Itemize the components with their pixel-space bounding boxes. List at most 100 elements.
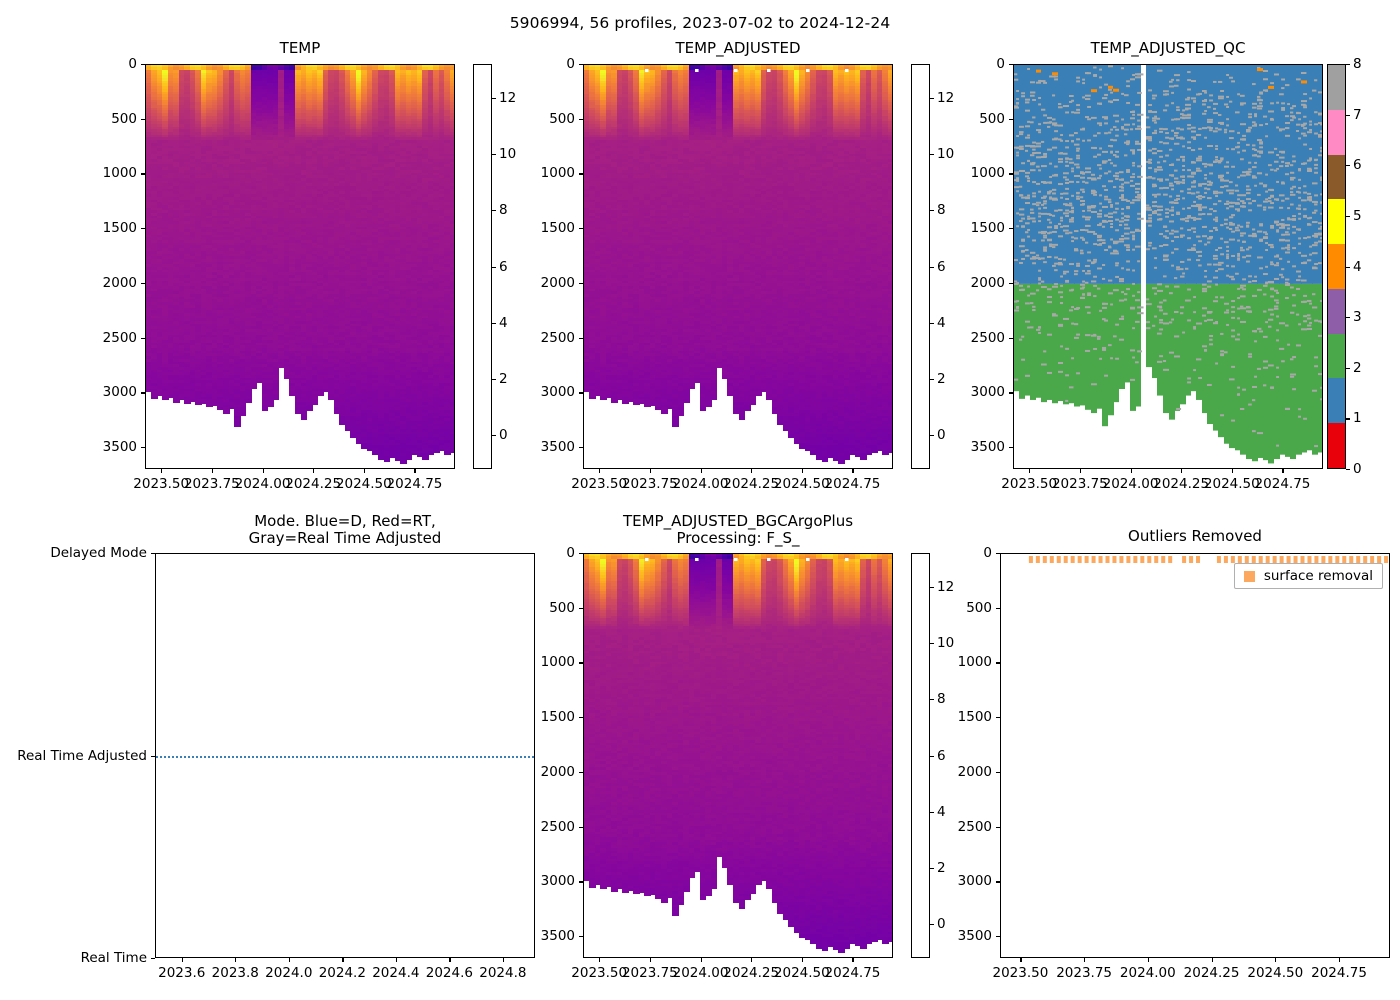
y-tick	[1009, 64, 1013, 66]
y-tick-label: 3500	[540, 928, 575, 945]
x-tick-label: 2024.00	[672, 965, 729, 981]
colorbar-tick	[930, 643, 934, 645]
colorbar-tick-label: 3	[1353, 309, 1362, 326]
x-tick-label: 2024.2	[318, 965, 366, 981]
x-tick-label: 2023.8	[211, 965, 259, 981]
x-tick-label: 2024.50	[335, 476, 392, 492]
y-tick-label: 2000	[957, 763, 992, 780]
x-tick	[262, 469, 264, 473]
x-tick	[599, 469, 601, 473]
y-tick-label: 0	[566, 545, 575, 561]
y-tick-label: 2500	[957, 818, 992, 835]
x-tick	[1029, 469, 1031, 473]
panel-temp-adjusted-qc-title: TEMP_ADJUSTED_QC	[1090, 39, 1246, 57]
colorbar-tick-label: 12	[937, 89, 955, 106]
x-tick-label: 2024.50	[1203, 476, 1260, 492]
colorbar-tick-label: 0	[499, 427, 508, 444]
panel-bgcargoplus-colorbar	[911, 553, 930, 958]
x-tick	[1079, 469, 1082, 473]
x-tick	[161, 469, 163, 473]
y-tick	[579, 936, 583, 938]
panel-bgcargoplus-title: TEMP_ADJUSTED_BGCArgoPlus Processing: F_…	[622, 512, 854, 547]
colorbar-tick	[930, 97, 934, 99]
y-tick	[579, 337, 583, 339]
x-tick-label: 2024.00	[1102, 476, 1159, 492]
colorbar-tick-label: 2	[499, 371, 508, 387]
x-tick	[363, 469, 365, 473]
y-tick-label: 0	[983, 545, 992, 561]
y-tick-label: 0	[128, 56, 137, 72]
x-tick	[1020, 958, 1022, 962]
y-tick-label: 2000	[540, 274, 575, 291]
qc-colorbar-segment-7	[1328, 109, 1345, 155]
colorbar-tick-label: 10	[937, 146, 955, 162]
y-tick	[151, 553, 155, 555]
colorbar-tick-label: 4	[499, 314, 508, 331]
x-tick-label: 2024.25	[723, 476, 780, 492]
x-tick-label: 2023.75	[1051, 476, 1108, 492]
y-tick-label: 3500	[970, 439, 1005, 456]
y-tick-label: 3500	[540, 439, 575, 456]
colorbar-tick-label: 8	[937, 691, 946, 708]
y-tick	[1009, 282, 1013, 285]
colorbar-tick	[492, 379, 496, 381]
colorbar-tick	[1346, 266, 1350, 268]
x-tick	[751, 469, 753, 473]
y-tick-label: 3000	[102, 384, 137, 401]
x-tick-label: 2024.0	[265, 965, 313, 981]
y-tick-label: 3500	[957, 928, 992, 945]
colorbar-tick-label: 0	[937, 916, 946, 933]
x-tick	[700, 958, 702, 962]
y-tick	[141, 337, 145, 339]
y-tick	[579, 173, 583, 175]
colorbar-tick	[492, 154, 496, 156]
x-tick-label: 2024.25	[1153, 476, 1210, 492]
colorbar-tick	[1346, 418, 1350, 420]
colorbar-tick-label: 6	[937, 747, 946, 764]
y-tick	[151, 755, 155, 757]
y-tick	[579, 771, 583, 774]
x-tick-label: 2023.50	[1001, 476, 1058, 492]
x-tick	[181, 958, 183, 962]
x-tick-label: 2024.75	[824, 476, 881, 492]
panel-temp-adjusted-qc-plot-area	[1013, 64, 1323, 469]
y-tick-label: 3000	[540, 384, 575, 401]
x-tick-label: 2024.25	[723, 965, 780, 981]
y-tick	[151, 958, 155, 960]
y-tick	[579, 118, 583, 120]
panel-temp-colorbar	[473, 64, 492, 469]
colorbar-tick-label: 10	[499, 146, 517, 162]
y-tick-label: 1500	[540, 709, 575, 726]
x-tick-label: 2024.50	[773, 965, 830, 981]
x-tick	[211, 469, 214, 473]
qc-colorbar-segment-6	[1328, 154, 1345, 200]
x-tick	[313, 469, 315, 473]
x-tick-label: 2024.75	[1311, 965, 1367, 981]
y-tick	[1009, 392, 1013, 394]
x-tick	[700, 469, 702, 473]
colorbar-tick	[492, 210, 496, 212]
colorbar-tick	[492, 322, 496, 324]
colorbar-tick-label: 12	[937, 578, 955, 595]
colorbar-tick	[930, 699, 934, 701]
y-tick-label: 500	[549, 599, 575, 616]
colorbar-tick-label: 7	[1353, 106, 1362, 123]
y-tick	[579, 662, 583, 664]
colorbar-tick	[930, 811, 934, 813]
qc-colorbar-segment-8	[1328, 65, 1345, 110]
panel-mode-title: Mode. Blue=D, Red=RT, Gray=Real Time Adj…	[248, 512, 442, 547]
panel-temp-plot-area	[145, 64, 455, 469]
qc-colorbar-segment-0	[1328, 423, 1345, 468]
y-tick-label: 1000	[540, 654, 575, 671]
colorbar-tick	[930, 755, 934, 757]
y-tick	[579, 282, 583, 285]
y-tick-label: 0	[566, 56, 575, 72]
x-tick	[1084, 958, 1086, 962]
panel-mode-plot-area	[155, 553, 535, 958]
colorbar-tick	[930, 868, 934, 870]
x-tick-label: 2024.75	[824, 965, 881, 981]
y-tick-label: 3000	[970, 384, 1005, 401]
x-tick	[1181, 469, 1183, 473]
colorbar-tick	[930, 210, 934, 212]
